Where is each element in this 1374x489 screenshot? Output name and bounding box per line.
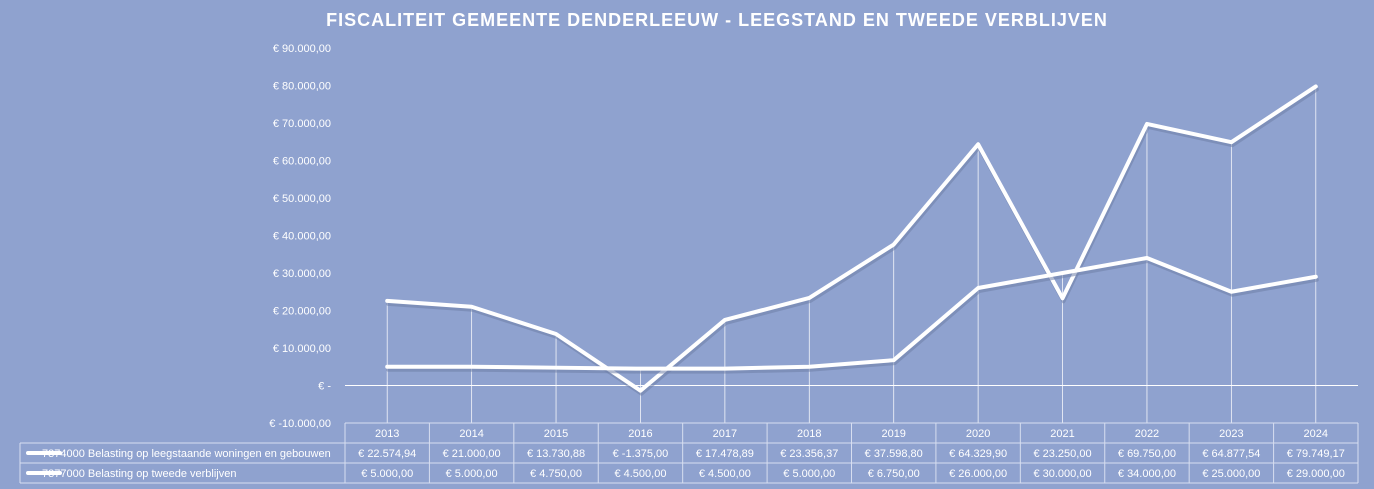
x-tick-label: 2017 (713, 428, 737, 440)
y-tick-label: € 90.000,00 (273, 43, 331, 55)
series-line-1 (385, 84, 1318, 393)
data-label: € 17.478,89 (696, 448, 754, 460)
data-label: € 22.574,94 (358, 448, 416, 460)
data-label: € 13.730,88 (527, 448, 585, 460)
data-label: € 26.000,00 (949, 468, 1007, 480)
legend-entry: 7374000 Belasting op leegstaande woninge… (42, 448, 331, 460)
data-label: € 4.750,00 (530, 468, 582, 480)
data-label: € 37.598,80 (865, 448, 923, 460)
data-label: € 23.250,00 (1033, 448, 1091, 460)
data-label: € -1.375,00 (613, 448, 669, 460)
y-tick-label: € 70.000,00 (273, 118, 331, 130)
y-tick-label: € 40.000,00 (273, 231, 331, 243)
x-tick-label: 2023 (1219, 428, 1243, 440)
data-table: 2013 2014 2015 2016 2017 2018 2019 2020 2021 2022… (19, 422, 1359, 484)
data-label: € 6.750,00 (868, 468, 920, 480)
data-label: € 64.329,90 (949, 448, 1007, 460)
y-tick-label: € 30.000,00 (273, 268, 331, 280)
data-label: € 4.500,00 (614, 468, 666, 480)
legend-entry: 7377000 Belasting op tweede verblijven (42, 468, 236, 480)
x-tick-label: 2021 (1050, 428, 1074, 440)
y-tick-label: € 20.000,00 (273, 306, 331, 318)
data-label: € 21.000,00 (443, 448, 501, 460)
chart-title: FISCALITEIT GEMEENTE DENDERLEEUW - LEEGS… (326, 10, 1108, 30)
series-layer (385, 84, 1319, 396)
data-label: € 64.877,54 (1202, 448, 1260, 460)
data-label: € 34.000,00 (1118, 468, 1176, 480)
data-label: € 30.000,00 (1033, 468, 1091, 480)
data-label: € 4.500,00 (699, 468, 751, 480)
x-tick-label: 2016 (628, 428, 652, 440)
y-tick-label: € 50.000,00 (273, 193, 331, 205)
data-label: € 5.000,00 (361, 468, 413, 480)
x-tick-label: 2013 (375, 428, 399, 440)
x-tick-label: 2014 (459, 428, 483, 440)
drop-lines (386, 86, 1317, 423)
x-tick-label: 2015 (544, 428, 568, 440)
y-tick-label: € - (318, 381, 331, 393)
series-line-shadow (386, 87, 1319, 396)
y-axis: € -10.000,00 € - € 10.000,00 € 20.000,00 € 3… (269, 43, 331, 430)
x-tick-label: 2020 (966, 428, 990, 440)
x-tick-label: 2019 (881, 428, 905, 440)
data-label: € 29.000,00 (1287, 468, 1345, 480)
y-tick-label: € 80.000,00 (273, 81, 331, 93)
y-tick-label: € -10.000,00 (269, 418, 331, 430)
data-label: € 5.000,00 (446, 468, 498, 480)
data-label: € 25.000,00 (1202, 468, 1260, 480)
data-label: € 5.000,00 (783, 468, 835, 480)
data-label: € 79.749,17 (1287, 448, 1345, 460)
data-label: € 69.750,00 (1118, 448, 1176, 460)
x-tick-label: 2022 (1135, 428, 1159, 440)
y-tick-label: € 60.000,00 (273, 156, 331, 168)
x-tick-label: 2018 (797, 428, 821, 440)
y-tick-label: € 10.000,00 (273, 343, 331, 355)
data-label: € 23.356,37 (780, 448, 838, 460)
series-line-shadow (386, 259, 1319, 374)
series-line-2 (385, 256, 1318, 371)
x-tick-label: 2024 (1304, 428, 1328, 440)
